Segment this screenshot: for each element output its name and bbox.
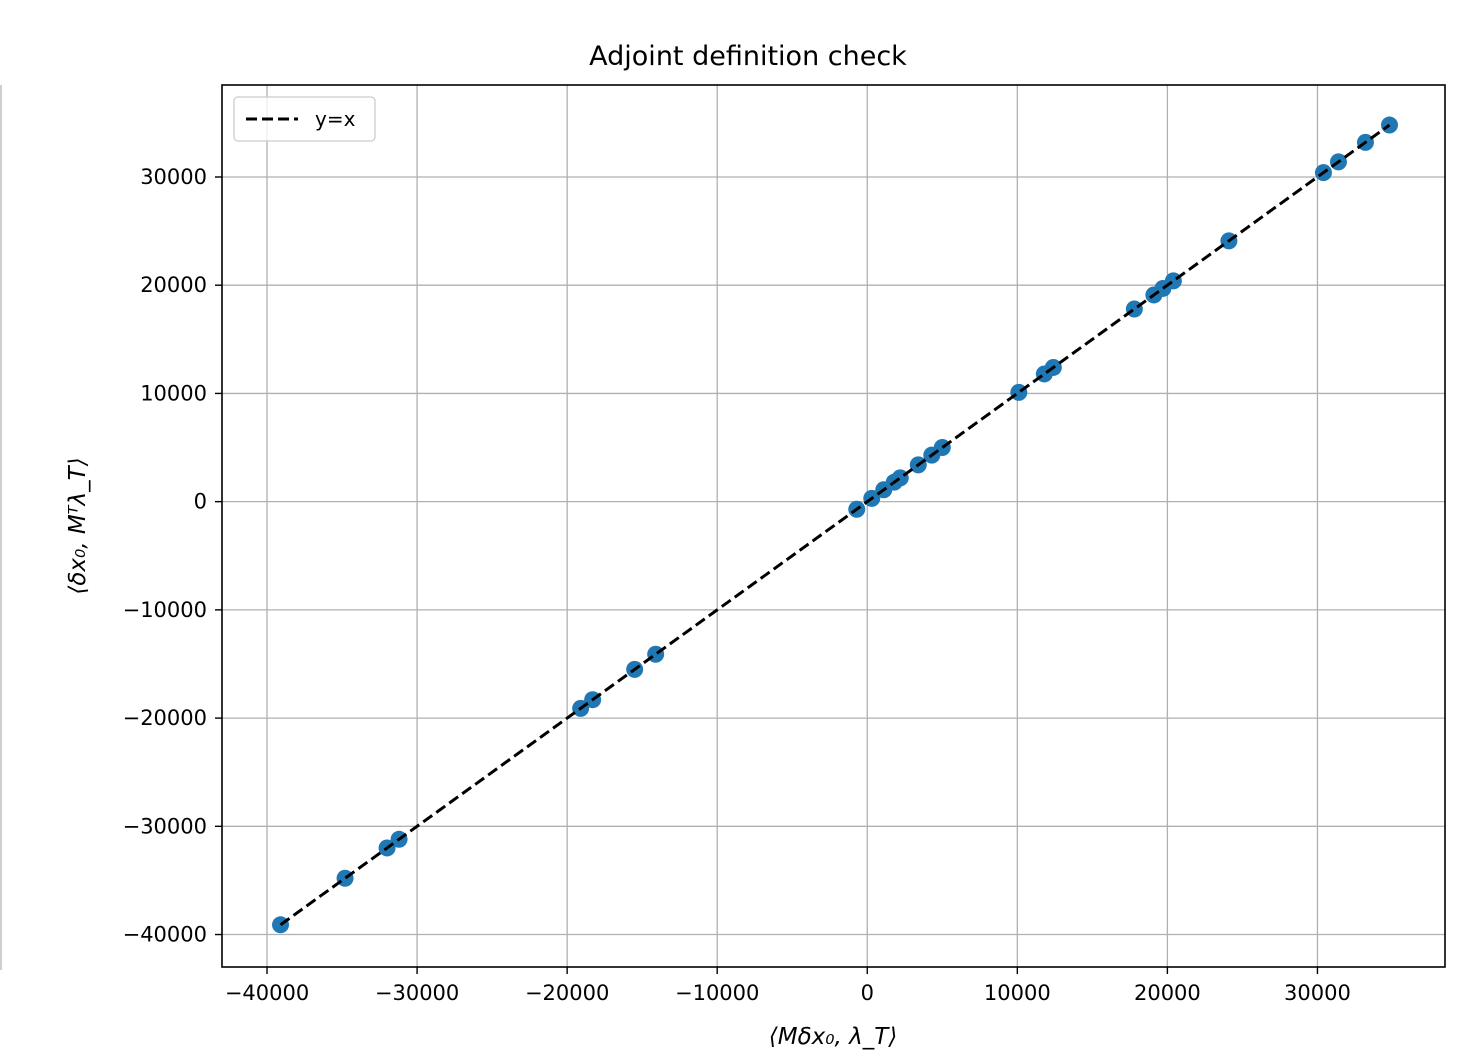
y-tick-label: 30000 (140, 165, 207, 189)
y-tick-label: −40000 (123, 923, 207, 947)
x-tick-label: 30000 (1284, 981, 1351, 1005)
y-tick-label: 10000 (140, 381, 207, 405)
left-edge-divider (0, 85, 2, 970)
y-tick-label: −20000 (123, 706, 207, 730)
grid (222, 85, 1445, 967)
y-tick-label: 0 (194, 490, 207, 514)
x-axis-label: ⟨Mδx₀, λ_T⟩ (769, 1024, 897, 1050)
x-tick-label: −10000 (675, 981, 759, 1005)
x-tick-label: −40000 (225, 981, 309, 1005)
y-tick-label: −10000 (123, 598, 207, 622)
axes-frame (221, 84, 1446, 968)
x-tick-label: −30000 (375, 981, 459, 1005)
legend-label: y=x (315, 107, 356, 131)
legend-box (233, 96, 376, 142)
x-tick-label: 10000 (984, 981, 1051, 1005)
x-tick-label: 20000 (1134, 981, 1201, 1005)
y-ticks: −40000 −30000 −20000 −10000 0 10000 20000 30000 (123, 165, 222, 947)
chart-title: Adjoint definition check (589, 41, 907, 72)
reference-line-y-equals-x (279, 123, 1391, 927)
y-tick-label: 20000 (140, 273, 207, 297)
x-ticks: −40000 −30000 −20000 −10000 0 10000 20000 30000 (225, 967, 1351, 1005)
y-axis-label: ⟨δx₀, Mᵀλ_T⟩ (65, 457, 91, 594)
legend: y=x (233, 96, 376, 142)
reference-line-layer (279, 123, 1391, 927)
x-tick-label: −20000 (525, 981, 609, 1005)
y-tick-label: −30000 (123, 814, 207, 838)
x-tick-label: 0 (861, 981, 874, 1005)
